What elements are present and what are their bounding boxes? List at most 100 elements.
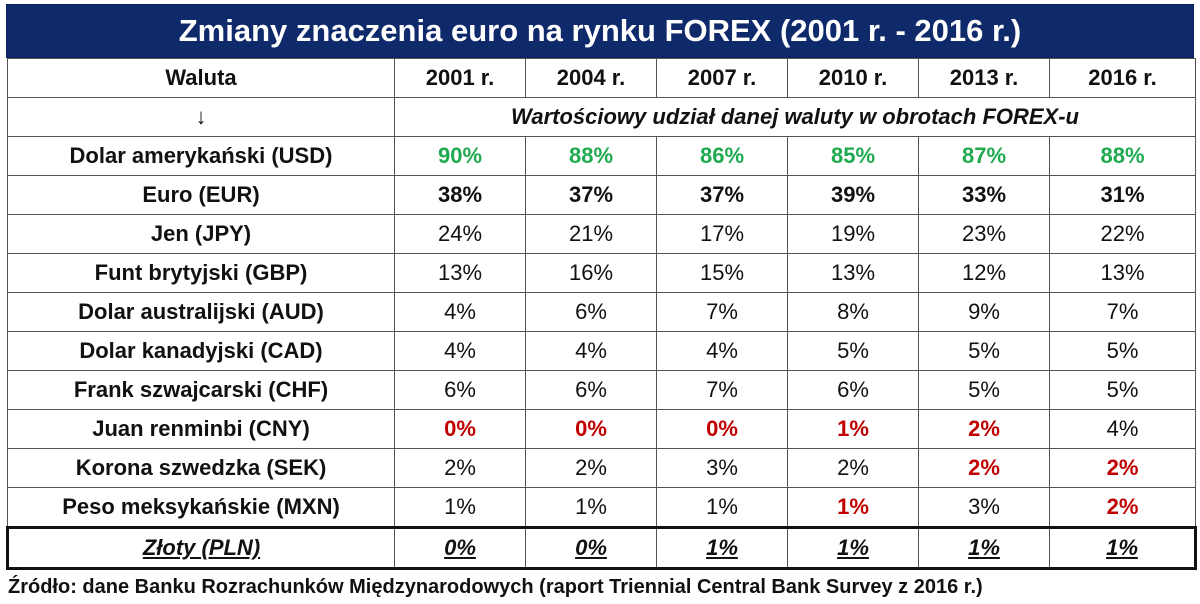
share-value: 16% — [525, 253, 657, 293]
share-value: 1% — [787, 409, 919, 449]
share-value: 1% — [787, 526, 919, 570]
share-value: 1% — [918, 526, 1050, 570]
table-row: Dolar australijski (AUD) 4% 6% 7% 8% 9% 7% — [7, 292, 1196, 332]
currency-name: Juan renminbi (CNY) — [7, 409, 395, 449]
share-value: 4% — [1049, 409, 1196, 449]
year-header: 2004 r. — [525, 58, 657, 98]
share-value: 15% — [656, 253, 788, 293]
share-value: 8% — [787, 292, 919, 332]
share-value: 1% — [656, 526, 788, 570]
currency-name: Korona szwedzka (SEK) — [7, 448, 395, 488]
share-value: 33% — [918, 175, 1050, 215]
share-value: 7% — [1049, 292, 1196, 332]
share-value: 0% — [394, 526, 526, 570]
share-value: 0% — [394, 409, 526, 449]
share-value: 0% — [525, 409, 657, 449]
share-value: 6% — [787, 370, 919, 410]
currency-name: Dolar amerykański (USD) — [7, 136, 395, 176]
table-row: Peso meksykańskie (MXN) 1% 1% 1% 1% 3% 2% — [7, 487, 1196, 528]
share-value: 0% — [656, 409, 788, 449]
share-value: 9% — [918, 292, 1050, 332]
pln-row: Złoty (PLN) 0% 0% 1% 1% 1% 1% — [6, 526, 1197, 570]
share-value: 13% — [787, 253, 919, 293]
forex-table-container: Zmiany znaczenia euro na rynku FOREX (20… — [6, 4, 1197, 599]
table-row: Frank szwajcarski (CHF) 6% 6% 7% 6% 5% 5% — [7, 370, 1196, 410]
share-value: 2% — [1049, 448, 1196, 488]
year-header: 2007 r. — [656, 58, 788, 98]
currency-column-header: Waluta — [7, 58, 395, 98]
arrow-down-icon: ↓ — [7, 97, 395, 137]
table-row: Jen (JPY) 24% 21% 17% 19% 23% 22% — [7, 214, 1196, 254]
share-value: 39% — [787, 175, 919, 215]
share-value: 12% — [918, 253, 1050, 293]
share-value: 2% — [918, 409, 1050, 449]
share-value: 88% — [1049, 136, 1196, 176]
share-value: 7% — [656, 370, 788, 410]
year-header: 2010 r. — [787, 58, 919, 98]
share-value: 3% — [656, 448, 788, 488]
table-row: Euro (EUR) 38% 37% 37% 39% 33% 31% — [7, 175, 1196, 215]
share-value: 5% — [787, 331, 919, 371]
share-value: 2% — [525, 448, 657, 488]
share-value: 1% — [394, 487, 526, 528]
currency-name: Dolar kanadyjski (CAD) — [7, 331, 395, 371]
share-value: 6% — [525, 292, 657, 332]
share-value: 13% — [394, 253, 526, 293]
table-row: Korona szwedzka (SEK) 2% 2% 3% 2% 2% 2% — [7, 448, 1196, 488]
share-value: 3% — [918, 487, 1050, 528]
share-value: 5% — [918, 370, 1050, 410]
share-value: 2% — [787, 448, 919, 488]
table-row: Juan renminbi (CNY) 0% 0% 0% 1% 2% 4% — [7, 409, 1196, 449]
share-value: 0% — [525, 526, 657, 570]
forex-share-table: Waluta 2001 r. 2004 r. 2007 r. 2010 r. 2… — [6, 58, 1197, 570]
share-value: 2% — [918, 448, 1050, 488]
share-value: 4% — [394, 331, 526, 371]
currency-name: Frank szwajcarski (CHF) — [7, 370, 395, 410]
share-value: 86% — [656, 136, 788, 176]
share-value: 23% — [918, 214, 1050, 254]
share-value: 24% — [394, 214, 526, 254]
share-value: 5% — [1049, 331, 1196, 371]
table-row: Dolar kanadyjski (CAD) 4% 4% 4% 5% 5% 5% — [7, 331, 1196, 371]
header-row: Waluta 2001 r. 2004 r. 2007 r. 2010 r. 2… — [7, 58, 1196, 98]
share-value: 88% — [525, 136, 657, 176]
share-value: 31% — [1049, 175, 1196, 215]
share-value: 21% — [525, 214, 657, 254]
share-value: 13% — [1049, 253, 1196, 293]
table-row: Dolar amerykański (USD) 90% 88% 86% 85% 87% 88… — [7, 136, 1196, 176]
share-value: 90% — [394, 136, 526, 176]
share-value: 2% — [394, 448, 526, 488]
source-note: Źródło: dane Banku Rozrachunków Międzyna… — [8, 576, 983, 598]
currency-name: Złoty (PLN) — [6, 526, 395, 570]
share-value: 7% — [656, 292, 788, 332]
year-header: 2013 r. — [918, 58, 1050, 98]
share-value: 4% — [525, 331, 657, 371]
year-header: 2001 r. — [394, 58, 526, 98]
share-value: 4% — [394, 292, 526, 332]
share-value: 5% — [918, 331, 1050, 371]
share-value: 85% — [787, 136, 919, 176]
share-value: 5% — [1049, 370, 1196, 410]
share-value: 17% — [656, 214, 788, 254]
year-header: 2016 r. — [1049, 58, 1196, 98]
share-value: 2% — [1049, 487, 1196, 528]
currency-name: Euro (EUR) — [7, 175, 395, 215]
subheader-row: ↓ Wartościowy udział danej waluty w obro… — [7, 97, 1196, 137]
share-value: 4% — [656, 331, 788, 371]
share-value: 6% — [394, 370, 526, 410]
table-row: Funt brytyjski (GBP) 13% 16% 15% 13% 12% 13% — [7, 253, 1196, 293]
share-value: 19% — [787, 214, 919, 254]
currency-name: Peso meksykańskie (MXN) — [7, 487, 395, 528]
share-value: 6% — [525, 370, 657, 410]
subheader: Wartościowy udział danej waluty w obrota… — [394, 97, 1196, 137]
share-value: 37% — [656, 175, 788, 215]
share-value: 87% — [918, 136, 1050, 176]
share-value: 38% — [394, 175, 526, 215]
currency-name: Dolar australijski (AUD) — [7, 292, 395, 332]
currency-name: Funt brytyjski (GBP) — [7, 253, 395, 293]
share-value: 1% — [525, 487, 657, 528]
table-title: Zmiany znaczenia euro na rynku FOREX (20… — [6, 4, 1194, 58]
share-value: 1% — [787, 487, 919, 528]
share-value: 37% — [525, 175, 657, 215]
share-value: 1% — [1049, 526, 1197, 570]
